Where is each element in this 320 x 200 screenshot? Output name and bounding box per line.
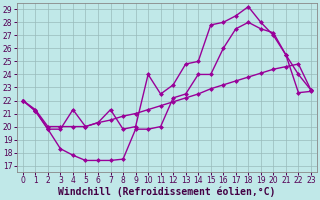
X-axis label: Windchill (Refroidissement éolien,°C): Windchill (Refroidissement éolien,°C) — [58, 187, 276, 197]
